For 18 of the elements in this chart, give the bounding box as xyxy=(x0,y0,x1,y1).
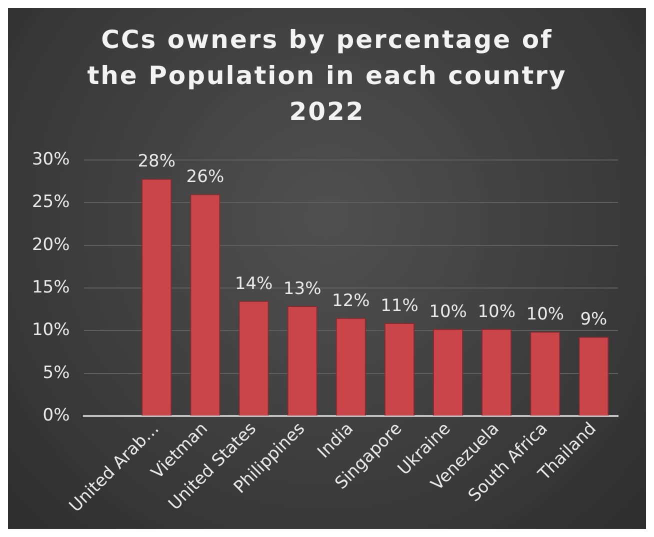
y-tick-label: 15% xyxy=(32,277,70,298)
y-tick-label: 10% xyxy=(32,320,70,340)
data-label: 12% xyxy=(332,290,370,311)
y-tick-label: 0% xyxy=(42,405,70,426)
data-label: 28% xyxy=(138,152,176,172)
y-tick-label: 5% xyxy=(42,362,70,383)
data-label: 10% xyxy=(478,302,516,322)
data-label: 14% xyxy=(234,274,273,294)
data-label: 11% xyxy=(380,296,418,316)
data-label: 10% xyxy=(429,302,467,322)
data-label: 13% xyxy=(283,278,322,299)
y-tick-label: 25% xyxy=(32,192,70,212)
y-tick-label: 20% xyxy=(32,234,70,255)
data-label: 9% xyxy=(580,310,608,330)
chart-title: CCs owners by percentage of the Population in each country 2022 xyxy=(87,24,567,128)
data-label: 26% xyxy=(186,167,224,188)
data-label: 10% xyxy=(526,304,564,324)
y-tick-label: 30% xyxy=(32,149,70,170)
